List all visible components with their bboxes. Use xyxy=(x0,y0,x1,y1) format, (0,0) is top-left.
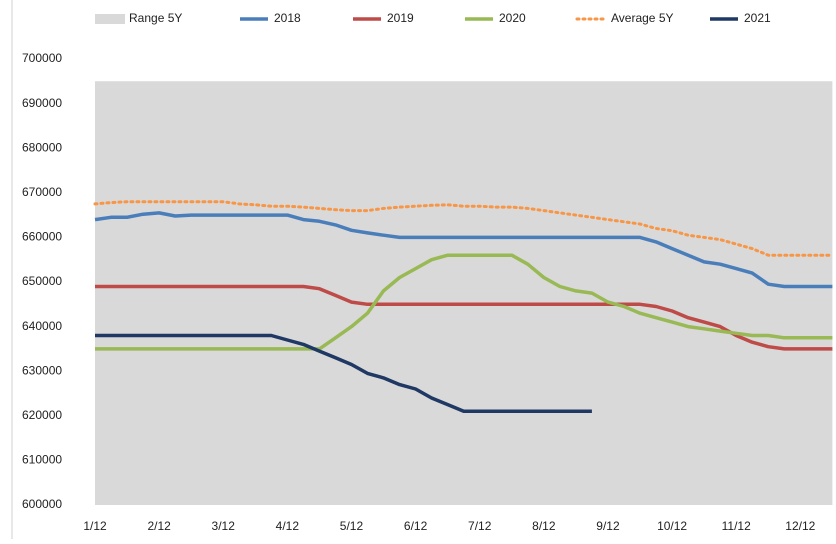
series-line xyxy=(95,253,833,351)
series-line xyxy=(93,200,834,257)
x-tick-label: 8/12 xyxy=(532,519,556,533)
y-tick-label: 680000 xyxy=(22,140,62,154)
x-tick-label: 6/12 xyxy=(404,519,428,533)
legend-swatch xyxy=(95,14,125,24)
x-tick-label: 2/12 xyxy=(147,519,171,533)
x-tick-label: 1/12 xyxy=(83,519,107,533)
legend-item: 2020 xyxy=(465,11,526,25)
y-tick-label: 650000 xyxy=(22,274,62,288)
legend-item: Range 5Y xyxy=(95,11,182,25)
legend-item: Average 5Y xyxy=(575,11,674,25)
x-tick-label: 7/12 xyxy=(468,519,492,533)
y-tick-label: 630000 xyxy=(22,363,62,377)
x-tick-label: 10/12 xyxy=(657,519,687,533)
legend-label: Average 5Y xyxy=(611,11,674,25)
y-tick-label: 640000 xyxy=(22,319,62,333)
y-tick-label: 690000 xyxy=(22,96,62,110)
legend-label: 2020 xyxy=(499,11,526,25)
legend-item: 2018 xyxy=(240,11,301,25)
range-area xyxy=(95,81,833,506)
y-tick-label: 660000 xyxy=(22,230,62,244)
series-line xyxy=(94,211,833,289)
legend-item: 2021 xyxy=(710,11,771,25)
x-tick-label: 12/12 xyxy=(785,519,815,533)
x-tick-label: 4/12 xyxy=(276,519,300,533)
x-tick-label: 3/12 xyxy=(212,519,236,533)
x-tick-label: 5/12 xyxy=(340,519,364,533)
legend-label: Range 5Y xyxy=(129,11,182,25)
legend-item: 2019 xyxy=(353,11,414,25)
x-tick-label: 9/12 xyxy=(596,519,620,533)
legend-label: 2019 xyxy=(387,11,414,25)
legend-label: 2021 xyxy=(744,11,771,25)
y-tick-label: 620000 xyxy=(22,408,62,422)
y-tick-label: 610000 xyxy=(22,453,62,467)
y-tick-label: 670000 xyxy=(22,185,62,199)
x-tick-label: 11/12 xyxy=(722,519,751,533)
legend-label: 2018 xyxy=(274,11,301,25)
series-line xyxy=(95,284,833,351)
y-tick-label: 700000 xyxy=(22,51,62,65)
y-tick-label: 600000 xyxy=(22,497,62,511)
series-line xyxy=(95,333,592,414)
